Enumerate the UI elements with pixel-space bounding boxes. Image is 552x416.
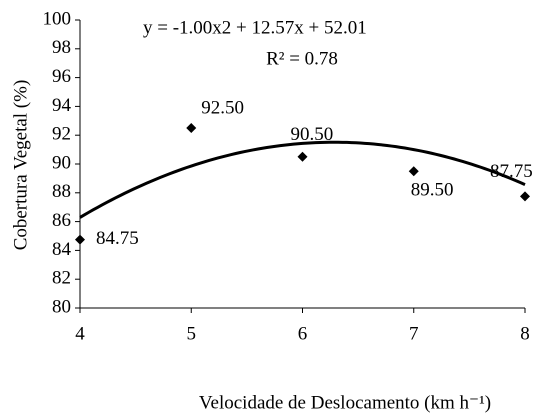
- trendline: [79, 140, 526, 219]
- y-tick-label: 100: [43, 8, 72, 29]
- y-tick-label: 92: [52, 124, 71, 145]
- data-label: 90.50: [291, 124, 334, 145]
- y-tick-label: 96: [52, 66, 71, 87]
- point: [297, 151, 308, 162]
- y-tick-label: 84: [52, 239, 72, 260]
- y-tick-label: 88: [52, 181, 71, 202]
- y-tick-label: 90: [52, 152, 71, 173]
- y-tick-label: 86: [52, 210, 71, 231]
- trend-equation: y = -1.00x2 + 12.57x + 52.01: [143, 17, 367, 38]
- point: [186, 123, 197, 133]
- data-label: 92.50: [201, 97, 244, 118]
- y-tick-label: 98: [52, 37, 71, 58]
- x-tick-label: 8: [520, 323, 530, 344]
- y-tick-label: 80: [52, 296, 71, 317]
- x-axis-label: Velocidade de Deslocamento (km h⁻¹): [199, 392, 491, 413]
- x-tick-label: 6: [298, 323, 308, 344]
- trend-r2: R² = 0.78: [266, 48, 338, 69]
- data-label: 84.75: [96, 228, 139, 249]
- x-tick-label: 7: [409, 323, 419, 344]
- x-tick-label: 5: [187, 323, 197, 344]
- y-tick-label: 82: [52, 268, 71, 289]
- x-tick-label: 4: [75, 323, 85, 344]
- data-label: 87.75: [490, 161, 533, 182]
- point: [408, 166, 419, 177]
- y-axis-label: Cobertura Vegetal (%): [10, 80, 31, 251]
- y-tick-label: 94: [52, 95, 72, 116]
- point: [520, 191, 530, 202]
- point: [75, 234, 85, 245]
- data-label: 89.50: [411, 180, 454, 201]
